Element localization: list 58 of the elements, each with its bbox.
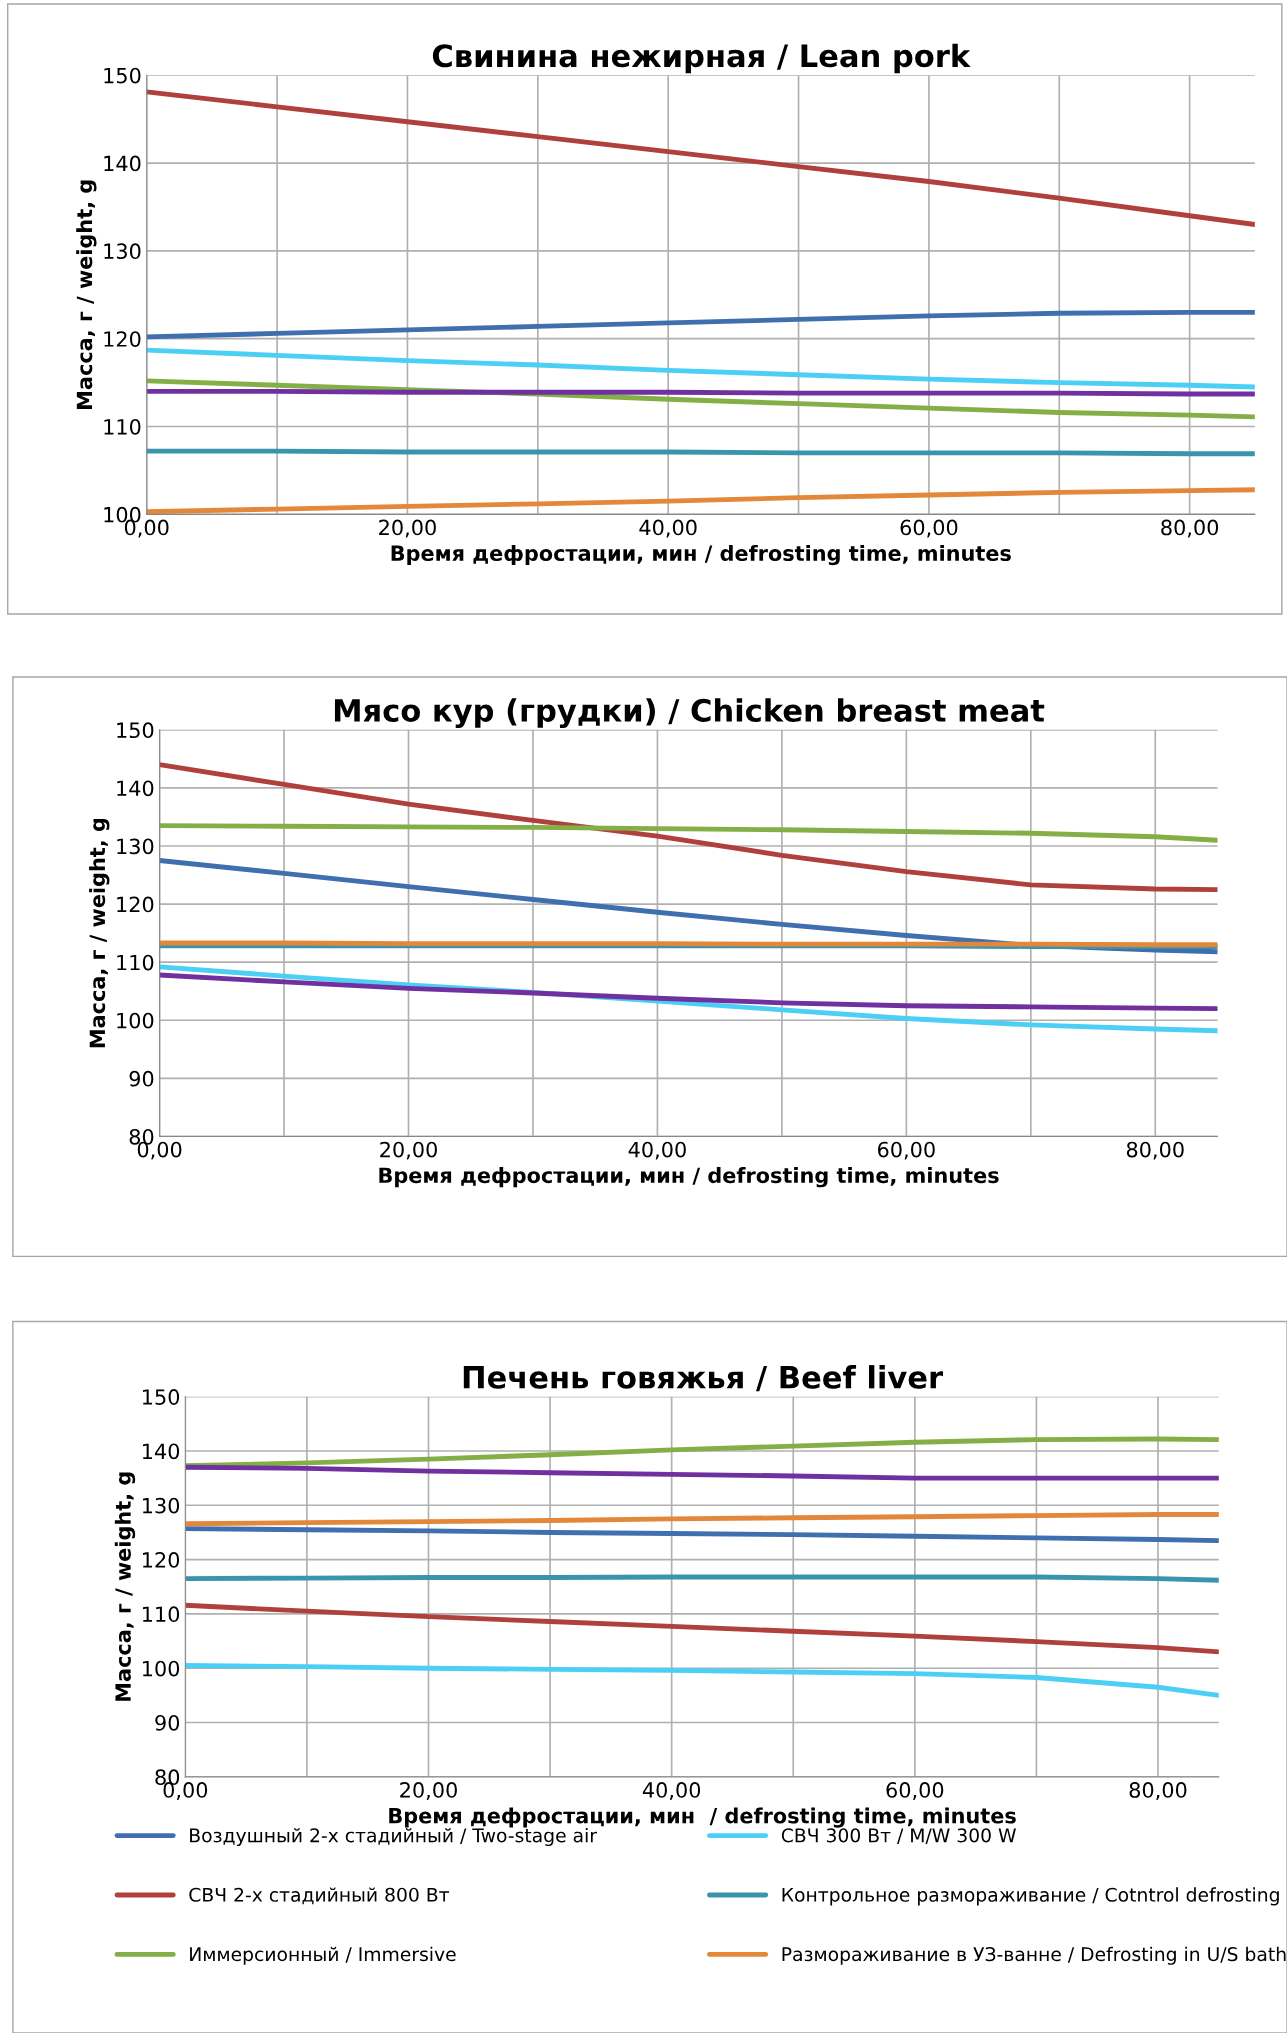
y-tick-label: 150 [142, 1389, 180, 1405]
y-tick-label: 90 [129, 1070, 154, 1087]
legend-label: СВЧ 300 Вт / M/W 300 W [781, 1828, 1016, 1844]
x-tick-label: 20,00 [400, 1782, 457, 1800]
y-axis-title: Масса, г / weight, g [89, 818, 110, 1048]
y-tick-label: 130 [104, 243, 141, 260]
line-series [185, 1464, 1219, 1481]
chart-title: Печень говяжья / Beef liver [463, 1365, 944, 1392]
y-axis-title: Масса, г / weight, g [114, 1472, 136, 1701]
x-axis-title: Время дефростации, мин / defrosting time, minutes [391, 544, 1011, 566]
legend-label: СВЧ 2-х стадийный 800 Вт [189, 1887, 450, 1905]
chart-title: Свинина нежирная / Lean pork [432, 43, 971, 74]
x-axis-title: Время дефростации, мин / defrosting time, minutes [379, 1167, 999, 1188]
x-tick-label: 40,00 [642, 1782, 701, 1800]
y-tick-label: 120 [104, 331, 141, 347]
x-tick-label: 20,00 [379, 519, 436, 538]
line-series [146, 309, 1255, 340]
y-tick-label: 130 [142, 1497, 180, 1514]
line-series [185, 1602, 1219, 1655]
line-series [159, 972, 1218, 1012]
y-tick-label: 120 [142, 1552, 180, 1568]
x-tick-label: 40,00 [628, 1141, 686, 1160]
y-tick-label: 110 [142, 1606, 180, 1623]
y-tick-label: 140 [117, 780, 154, 797]
line-series [185, 1436, 1219, 1469]
y-tick-label: 150 [117, 722, 154, 739]
y-tick-label: 140 [104, 155, 141, 172]
line-series [159, 762, 1218, 893]
line-series [185, 1526, 1219, 1544]
y-axis-title: Масса, г / weight, g [76, 180, 97, 409]
x-tick-label: 60,00 [877, 1141, 935, 1160]
y-tick-label: 110 [104, 418, 141, 435]
x-tick-label: 60,00 [900, 519, 958, 538]
x-tick-label: 80,00 [1126, 1141, 1184, 1160]
y-tick-label: 100 [117, 1012, 154, 1029]
y-tick-label: 90 [155, 1714, 180, 1731]
line-series [185, 1512, 1219, 1527]
y-tick-label: 150 [104, 67, 141, 84]
x-axis-title: Время дефростации, мин / defrosting time, minutes [389, 1807, 1016, 1828]
x-tick-label: 20,00 [380, 1141, 437, 1160]
line-series [159, 823, 1218, 843]
legend-label: Воздушный 2-х стадийный / Two-stage air [190, 1827, 597, 1847]
x-tick-label: 80,00 [1129, 1782, 1187, 1800]
legend-label: Размораживание в УЗ-ванне / Defrosting in U/S bath [782, 1946, 1286, 1965]
y-tick-label: 110 [117, 954, 154, 971]
y-tick-label: 100 [142, 1660, 180, 1677]
legend-label: Иммерсионный / Immersive [190, 1946, 456, 1965]
legend-label: Контрольное размораживание / Cotntrol defrosting [782, 1887, 1279, 1906]
x-tick-label: 60,00 [886, 1782, 944, 1800]
y-tick-label: 120 [117, 896, 154, 913]
x-tick-label: 80,00 [1161, 519, 1219, 538]
y-tick-label: 140 [142, 1443, 180, 1460]
y-tick-label: 130 [117, 838, 154, 855]
line-series [185, 1663, 1219, 1698]
x-tick-label: 40,00 [639, 519, 697, 538]
chart-title: Мясо кур (грудки) / Chicken breast meat [334, 698, 1045, 729]
line-series [146, 89, 1255, 227]
line-series [146, 347, 1255, 390]
